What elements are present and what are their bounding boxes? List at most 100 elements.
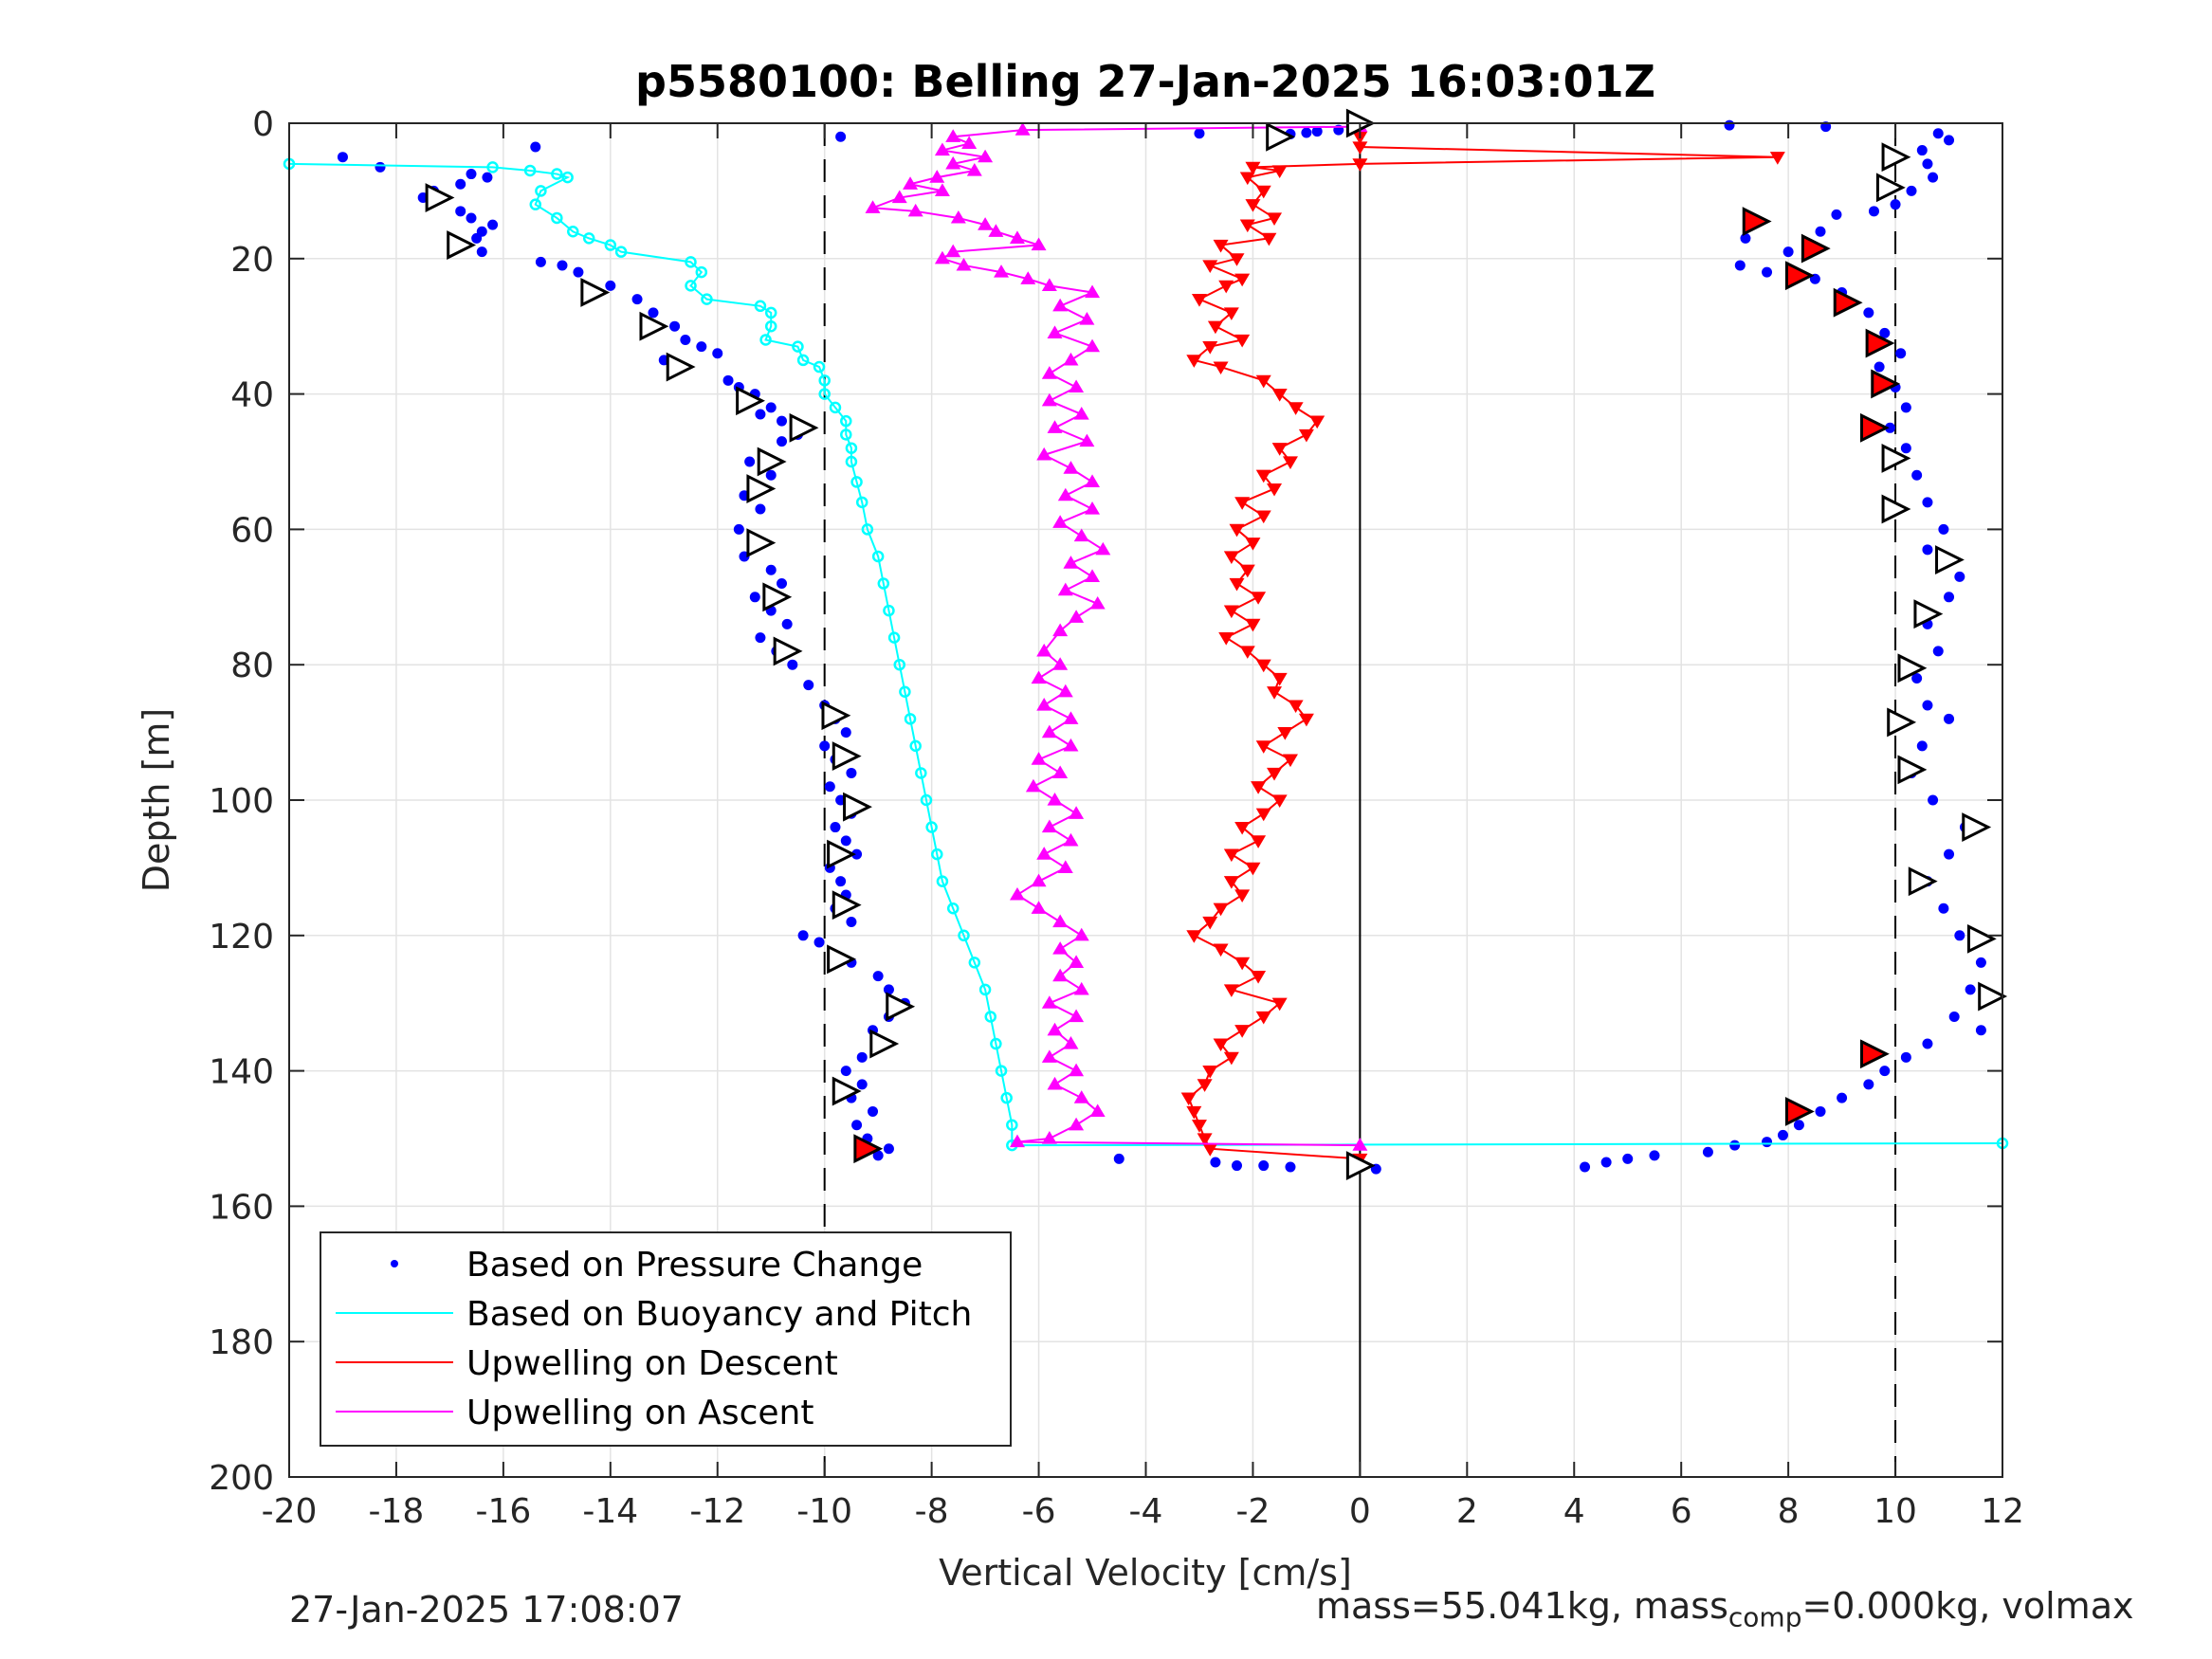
data-point xyxy=(1267,212,1283,226)
data-point xyxy=(1935,545,1965,574)
data-point xyxy=(840,428,852,441)
data-point xyxy=(1897,755,1928,785)
data-point xyxy=(1223,605,1239,619)
data-point xyxy=(1000,1091,1013,1104)
series-3 xyxy=(865,118,1368,1151)
data-point xyxy=(1009,230,1025,244)
data-series xyxy=(283,108,2009,1180)
data-point xyxy=(1868,206,1879,217)
data-point xyxy=(1245,161,1261,175)
data-point xyxy=(1223,984,1239,997)
data-point xyxy=(1031,901,1047,914)
data-point xyxy=(1047,420,1063,433)
data-point xyxy=(1031,670,1047,684)
data-point xyxy=(1261,232,1277,246)
x-tick-label: 0 xyxy=(1349,1492,1371,1531)
data-point xyxy=(530,141,541,153)
data-point xyxy=(466,212,477,224)
data-point xyxy=(966,162,982,176)
x-tick-label: 10 xyxy=(1874,1492,1917,1531)
data-point xyxy=(1041,1049,1057,1063)
data-point xyxy=(920,793,933,807)
data-point xyxy=(1063,832,1079,847)
data-point xyxy=(1890,199,1901,210)
data-point xyxy=(1345,1151,1376,1180)
data-point xyxy=(827,839,856,869)
data-point xyxy=(1085,474,1101,488)
data-point xyxy=(1197,1079,1213,1092)
data-point xyxy=(1922,158,1933,170)
data-point xyxy=(1052,765,1069,779)
data-point xyxy=(455,206,466,217)
data-point xyxy=(827,944,856,975)
data-point xyxy=(712,348,723,359)
data-point xyxy=(1267,767,1283,781)
data-point xyxy=(1922,497,1933,508)
data-point xyxy=(1916,145,1928,156)
footer-mass-text: mass=55.041kg, mass xyxy=(1316,1585,1728,1627)
data-point xyxy=(1031,237,1047,251)
legend-label: Based on Pressure Change xyxy=(466,1246,923,1285)
data-point xyxy=(1031,752,1047,765)
data-point xyxy=(845,455,858,468)
data-point xyxy=(1073,927,1089,941)
data-point xyxy=(1041,1131,1057,1144)
y-tick-label: 0 xyxy=(252,105,274,144)
data-point xyxy=(1875,173,1906,203)
data-point xyxy=(1047,1022,1063,1036)
data-point xyxy=(984,1011,996,1023)
data-point xyxy=(1913,599,1944,629)
data-point xyxy=(1922,700,1933,711)
data-point xyxy=(487,219,499,230)
data-point xyxy=(1213,361,1229,375)
data-point xyxy=(1234,273,1251,287)
data-point xyxy=(1762,266,1773,278)
data-point xyxy=(1793,1120,1804,1131)
data-point xyxy=(832,741,862,772)
data-point xyxy=(887,631,901,644)
data-point xyxy=(1881,494,1911,524)
data-point xyxy=(1288,402,1304,415)
data-point xyxy=(835,131,847,142)
data-point xyxy=(1874,361,1885,373)
data-point xyxy=(978,149,994,163)
data-point xyxy=(893,658,905,671)
data-point xyxy=(523,164,537,177)
data-point xyxy=(1911,469,1923,481)
data-point xyxy=(1052,968,1069,982)
data-point xyxy=(855,496,868,509)
data-point xyxy=(868,1105,879,1117)
data-point xyxy=(1041,819,1057,833)
data-point xyxy=(1255,185,1271,199)
data-point xyxy=(1944,848,1955,860)
data-point xyxy=(1309,415,1325,429)
data-point xyxy=(1095,541,1111,556)
data-point xyxy=(1245,538,1261,551)
data-point xyxy=(1928,172,1939,183)
data-point xyxy=(832,890,862,921)
legend-swatch xyxy=(391,1260,398,1267)
data-point xyxy=(614,246,628,258)
data-point xyxy=(1600,1157,1612,1168)
data-point xyxy=(886,992,916,1022)
data-point xyxy=(1197,1133,1213,1146)
y-tick-label: 180 xyxy=(209,1323,274,1362)
data-point xyxy=(1079,433,1095,447)
data-point xyxy=(1073,407,1089,420)
data-point xyxy=(746,528,777,558)
data-point xyxy=(883,604,895,617)
data-point xyxy=(1085,338,1101,353)
data-point xyxy=(1580,1161,1591,1173)
data-point xyxy=(903,176,919,190)
data-point xyxy=(1255,374,1271,389)
data-point xyxy=(736,386,765,416)
data-point xyxy=(929,170,945,183)
data-point xyxy=(1879,327,1891,338)
data-point xyxy=(945,129,961,142)
data-point xyxy=(529,198,542,210)
data-point xyxy=(1213,239,1229,253)
data-point xyxy=(551,168,563,180)
data-point xyxy=(1944,592,1955,603)
data-point xyxy=(1251,971,1267,984)
data-point xyxy=(1255,510,1271,524)
